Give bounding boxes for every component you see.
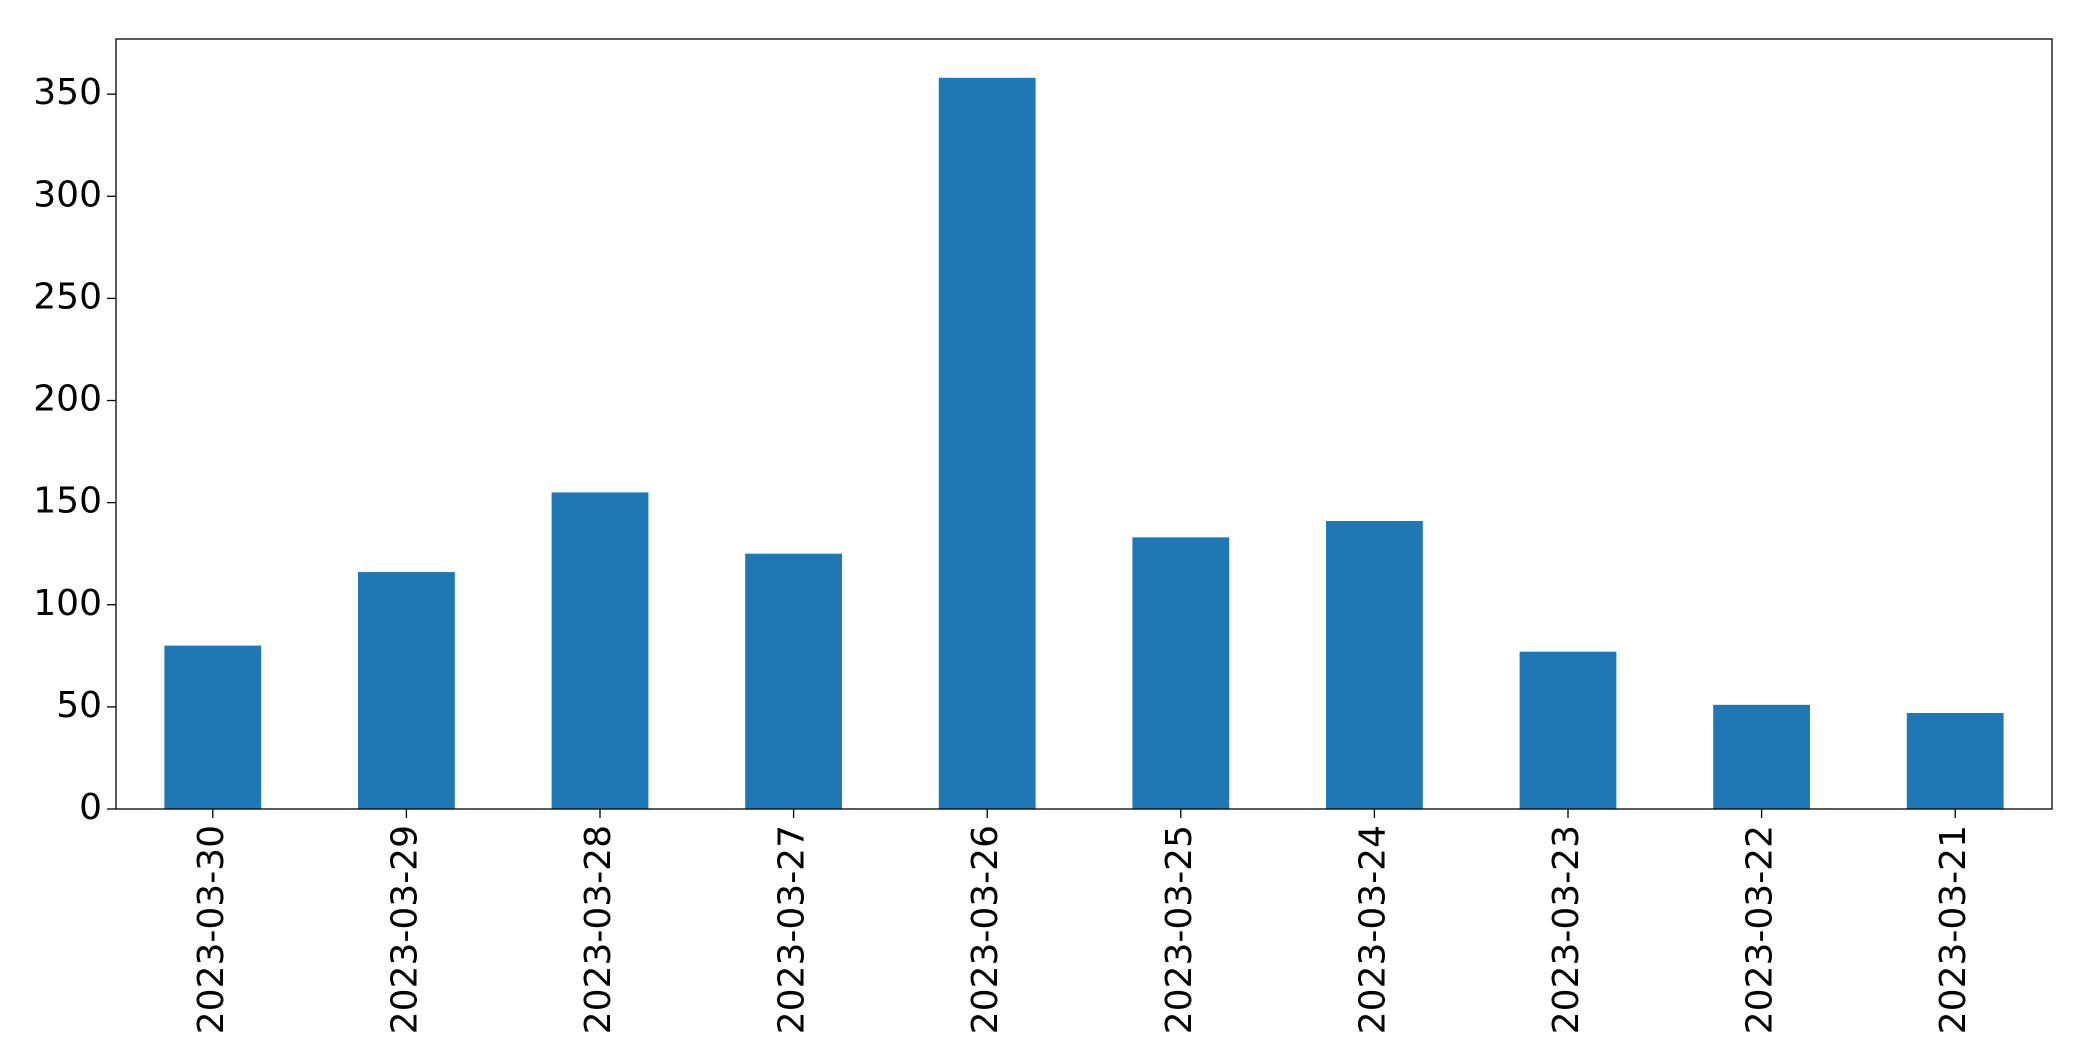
x-tick-label: 2023-03-27	[772, 825, 813, 1034]
bar	[938, 77, 1036, 809]
y-tick-label: 350	[33, 72, 102, 113]
x-tick-label: 2023-03-25	[1159, 825, 1200, 1034]
bar	[745, 553, 842, 809]
x-tick-label: 2023-03-23	[1546, 825, 1587, 1034]
bar	[551, 492, 649, 809]
y-tick-label: 100	[33, 583, 102, 624]
x-tick-label: 2023-03-26	[965, 825, 1006, 1034]
x-tick-label: 2023-03-21	[1933, 825, 1974, 1034]
y-tick-label: 150	[33, 481, 102, 522]
x-tick-label: 2023-03-24	[1352, 825, 1393, 1034]
bar	[1326, 521, 1423, 809]
y-tick-label: 200	[33, 379, 102, 420]
y-tick-label: 250	[33, 276, 102, 317]
x-tick-label: 2023-03-22	[1740, 825, 1781, 1034]
x-tick-label: 2023-03-30	[191, 825, 232, 1034]
bar	[1906, 713, 2004, 809]
y-tick-label: 300	[33, 174, 102, 215]
axes-frame	[115, 38, 2053, 810]
bar	[164, 645, 262, 809]
bar	[1132, 537, 1230, 809]
y-tick-label: 50	[56, 685, 102, 726]
y-tick-label: 0	[79, 787, 102, 828]
x-tick-label: 2023-03-28	[578, 825, 619, 1034]
bar	[1713, 704, 1810, 809]
x-tick-label: 2023-03-29	[384, 825, 425, 1034]
bar	[1519, 651, 1617, 809]
bar	[358, 572, 455, 809]
